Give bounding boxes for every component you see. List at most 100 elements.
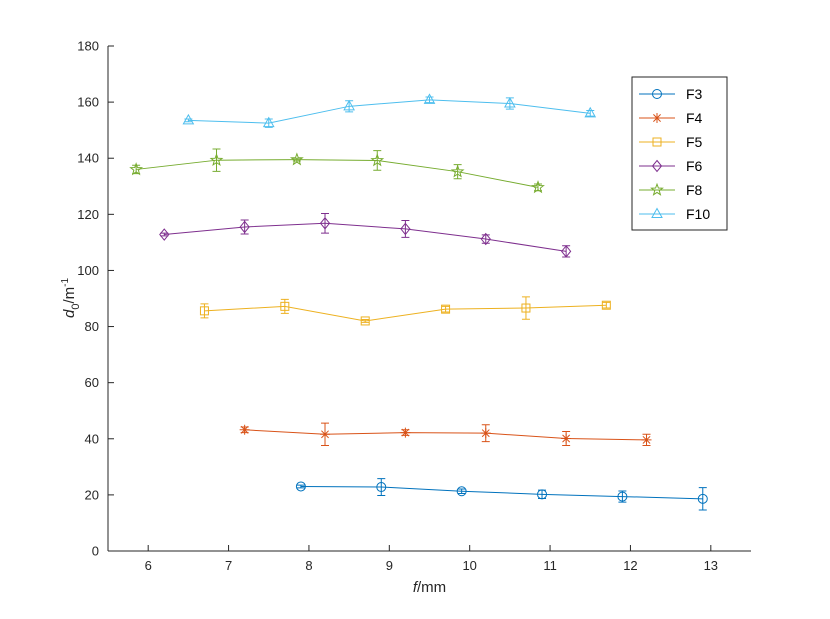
data-point bbox=[504, 96, 516, 108]
y-tick-label: 0 bbox=[92, 544, 99, 559]
data-point bbox=[584, 106, 597, 118]
y-tick-label: 120 bbox=[77, 207, 99, 222]
data-point bbox=[400, 222, 411, 236]
legend-label: F3 bbox=[686, 86, 703, 102]
data-point bbox=[601, 300, 611, 310]
axes: 6 7 8 9 10 11 12 13 0 20 40 60 80 100 120 140 160 180 bbox=[77, 39, 751, 573]
y-ticks: 0 20 40 60 80 100 120 140 160 180 bbox=[77, 39, 114, 559]
data-point bbox=[521, 303, 531, 313]
series-F6 bbox=[159, 212, 572, 258]
x-axis-label: f/mm bbox=[413, 579, 446, 596]
data-point bbox=[182, 113, 195, 125]
legend-marker bbox=[652, 113, 662, 123]
data-point bbox=[697, 493, 708, 504]
legend-entry-F3: F3 bbox=[639, 86, 703, 102]
error-bar bbox=[200, 303, 209, 319]
legend-marker bbox=[652, 137, 662, 147]
y-tick-label: 140 bbox=[77, 151, 99, 166]
y-tick-label: 60 bbox=[85, 375, 99, 390]
data-point bbox=[480, 232, 491, 246]
y-axis-unit-superscript: -1 bbox=[60, 278, 71, 287]
series-F5 bbox=[199, 296, 611, 326]
error-bar bbox=[481, 234, 490, 244]
series-line bbox=[204, 304, 607, 322]
legend-entry-F10: F10 bbox=[639, 206, 710, 222]
legend-entry-F6: F6 bbox=[639, 158, 703, 174]
data-point bbox=[209, 152, 224, 167]
x-tick-label: 11 bbox=[543, 558, 557, 573]
series-line bbox=[164, 222, 567, 252]
x-tick-label: 10 bbox=[462, 558, 476, 573]
legend-marker bbox=[650, 182, 664, 196]
y-tick-label: 80 bbox=[85, 319, 99, 334]
legend-label: F10 bbox=[686, 206, 710, 222]
y-axis-var: d bbox=[61, 309, 78, 318]
error-bar bbox=[698, 487, 707, 511]
x-tick-label: 7 bbox=[225, 558, 232, 573]
data-point bbox=[480, 428, 491, 439]
error-bar bbox=[602, 301, 611, 309]
error-bar bbox=[280, 298, 289, 314]
data-point bbox=[537, 489, 548, 500]
data-point bbox=[280, 301, 290, 311]
y-axis-var-subscript: 0 bbox=[70, 304, 82, 310]
x-tick-label: 12 bbox=[623, 558, 637, 573]
error-bar bbox=[618, 490, 627, 503]
x-tick-label: 8 bbox=[305, 558, 312, 573]
y-axis-label: d0/m-1 bbox=[60, 278, 82, 318]
legend-label: F4 bbox=[686, 110, 703, 126]
error-bar bbox=[377, 478, 386, 496]
data-point bbox=[289, 152, 304, 166]
error-bar bbox=[457, 488, 466, 494]
series-line bbox=[300, 485, 703, 500]
x-tick-label: 9 bbox=[386, 558, 393, 573]
error-bar bbox=[441, 305, 450, 313]
data-point bbox=[360, 316, 370, 326]
data-point bbox=[262, 116, 275, 128]
error-bar bbox=[425, 96, 434, 104]
legend-marker bbox=[651, 207, 663, 218]
data-point bbox=[560, 245, 572, 258]
data-point bbox=[320, 429, 331, 440]
legend-box bbox=[631, 76, 728, 231]
y-tick-label: 100 bbox=[77, 263, 99, 278]
data-point bbox=[441, 304, 451, 314]
x-axis-unit: /mm bbox=[417, 579, 446, 596]
data-point bbox=[239, 220, 250, 234]
legend-label: F5 bbox=[686, 134, 703, 150]
series-line bbox=[244, 429, 647, 441]
error-bar bbox=[361, 319, 370, 323]
x-axis-var: f bbox=[413, 579, 419, 596]
data-point bbox=[295, 481, 306, 492]
x-tick-label: 6 bbox=[145, 558, 152, 573]
data-point bbox=[450, 164, 465, 178]
data-point bbox=[199, 306, 209, 316]
data-point bbox=[641, 434, 652, 445]
x-ticks: 6 7 8 9 10 11 12 13 bbox=[145, 545, 718, 573]
y-tick-label: 40 bbox=[85, 431, 99, 446]
legend-entry-F5: F5 bbox=[639, 134, 703, 150]
series-line bbox=[188, 99, 591, 124]
legend-entry-F8: F8 bbox=[639, 182, 703, 198]
error-bar bbox=[240, 219, 249, 235]
data-point bbox=[400, 427, 411, 438]
legend-marker bbox=[651, 159, 663, 173]
error-bar bbox=[296, 484, 305, 489]
legend-label: F8 bbox=[686, 182, 703, 198]
data-point bbox=[531, 180, 545, 194]
error-bar bbox=[212, 148, 221, 172]
series-F8 bbox=[129, 148, 545, 194]
data-point bbox=[617, 491, 628, 502]
series-line bbox=[136, 159, 539, 188]
error-bar bbox=[321, 212, 330, 234]
plot-area bbox=[129, 93, 708, 511]
data-point bbox=[129, 162, 144, 176]
legend-entry-F4: F4 bbox=[639, 110, 703, 126]
legend: F3 F4 F5 F6 F8 F10 bbox=[631, 76, 728, 231]
y-axis-unit: /m bbox=[61, 287, 78, 304]
error-bar bbox=[586, 110, 595, 117]
data-point bbox=[343, 99, 355, 111]
data-point bbox=[376, 482, 387, 493]
data-point bbox=[239, 424, 250, 435]
